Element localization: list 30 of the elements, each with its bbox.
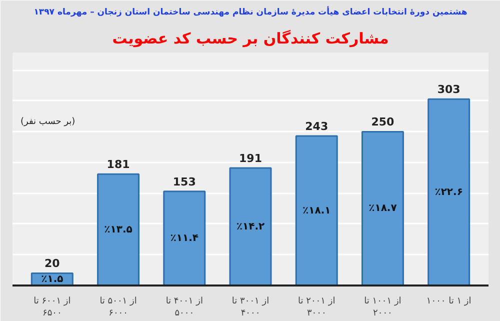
bar [295, 135, 338, 286]
bar [361, 130, 404, 286]
data-label: 243 [305, 120, 328, 134]
annotation: ٪۱۳.۵ [104, 224, 132, 236]
chart-title: هشتمین دورهٔ انتخابات اعضای هیأت مدیرهٔ سازمان نظام مهندسی ساختمان استان زنجان – مهرماه ۱۳۹۷ [34, 6, 468, 18]
x-tick-label: از ۲۰۰۱ تا ۳۰۰۰ [298, 296, 336, 318]
annotation: ٪۱۴.۲ [236, 221, 265, 232]
data-label: 250 [371, 116, 395, 129]
annotation: ٪۲۲.۶ [434, 186, 463, 198]
annotation: ٪۱.۵ [41, 274, 64, 285]
data-label: 303 [437, 83, 460, 96]
x-tick-label: از ۵۰۰۱ تا ۶۰۰۰ [100, 296, 137, 318]
x-tick-label: از ۱۰۰۱ تا ۲۰۰۰ [364, 296, 402, 318]
bar [97, 173, 140, 286]
annotation: ٪۱۸.۷ [368, 203, 397, 214]
chart-subtitle: مشارکت کنندگان بر حسب کد عضویت [112, 30, 389, 48]
x-tick-label: از ۴۰۰۱ تا ۵۰۰۰ [166, 296, 203, 318]
data-label: 20 [44, 257, 60, 270]
bar [163, 190, 206, 286]
x-tick-label: از ۱ تا ۱۰۰۰ [426, 296, 472, 306]
annotation: ٪۱۸.۱ [302, 205, 331, 216]
bar [229, 167, 272, 286]
x-tick-label: از ۳۰۰۱ تا ۴۰۰۰ [232, 296, 270, 318]
annotation: ٪۱۱.۴ [170, 232, 198, 244]
data-label: 191 [239, 152, 262, 165]
bar [428, 98, 470, 286]
x-tick-label: از ۶۰۰۱ تا ۶۵۰۰ [34, 296, 71, 318]
data-label: 153 [172, 175, 196, 188]
data-label: 181 [106, 158, 130, 172]
y-axis-title: (بر حسب نفر) [20, 117, 76, 128]
